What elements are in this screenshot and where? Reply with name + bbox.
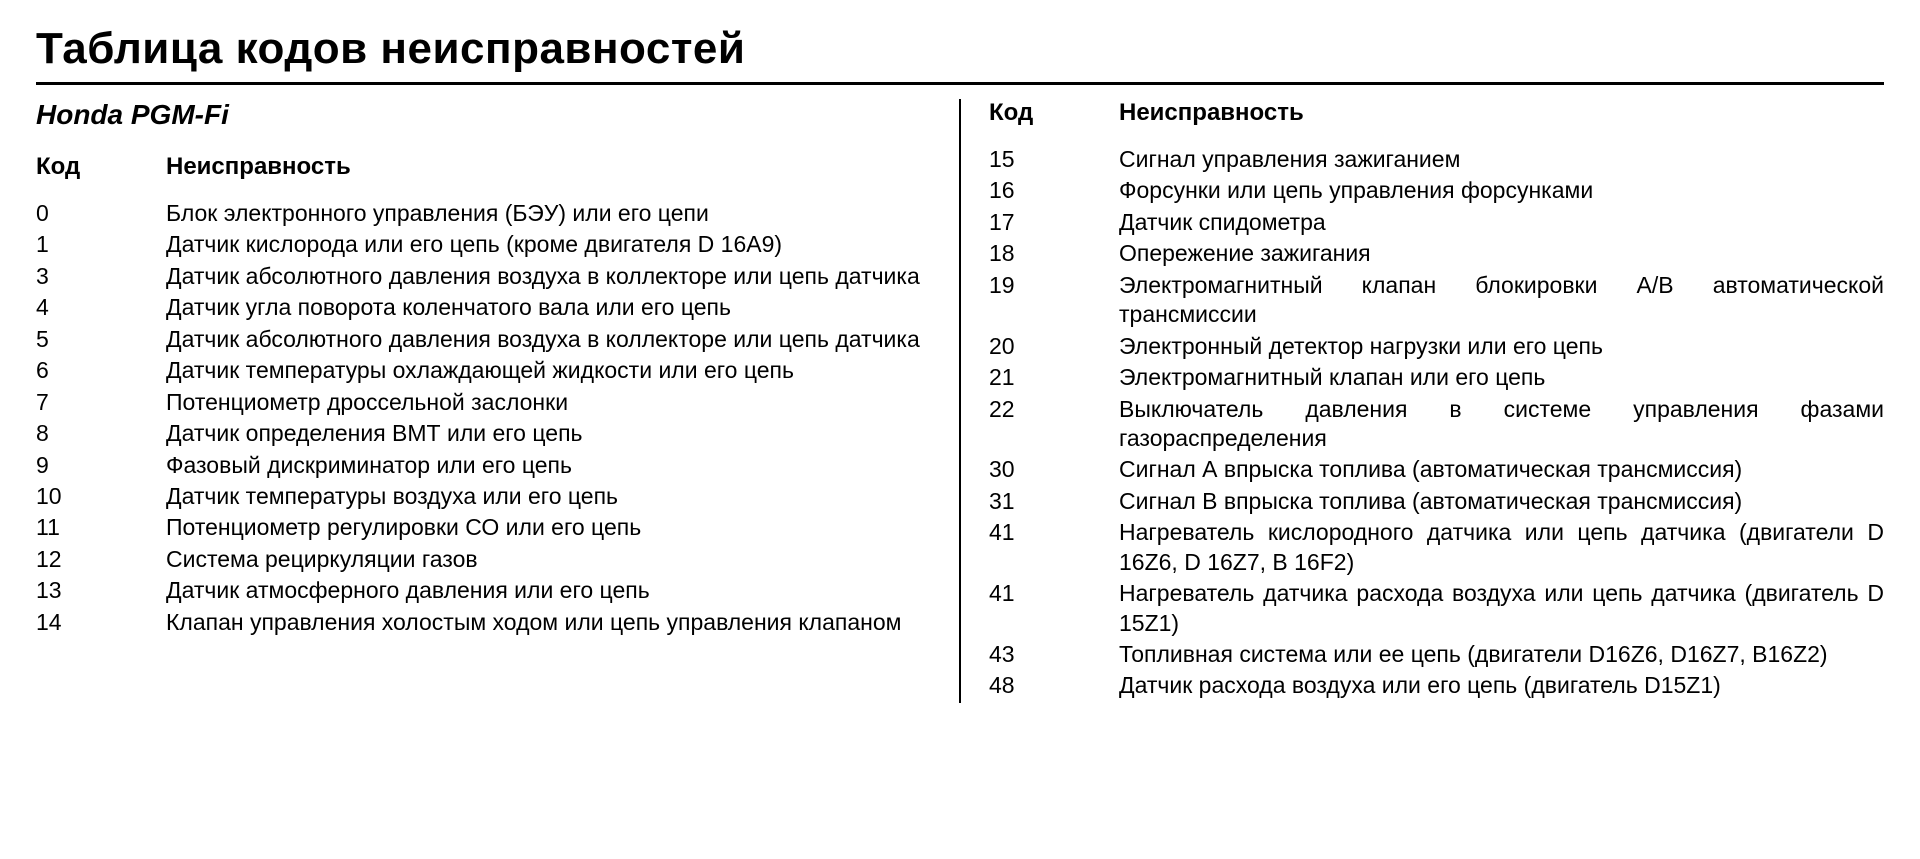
two-column-layout: Honda PGM-Fi Код Неисправность 0Блок эле… — [36, 99, 1884, 703]
fault-code: 0 — [36, 199, 166, 228]
table-row: 11Потенциометр регулировки СО или его це… — [36, 513, 931, 542]
table-row: 17Датчик спидометра — [989, 208, 1884, 237]
table-row: 7Потенциометр дроссельной заслонки — [36, 388, 931, 417]
table-row: 18Опережение зажигания — [989, 239, 1884, 268]
fault-description: Сигнал А впрыска топлива (автоматическая… — [1119, 455, 1884, 484]
section-subtitle: Honda PGM-Fi — [36, 99, 931, 131]
fault-code: 9 — [36, 451, 166, 480]
fault-code: 12 — [36, 545, 166, 574]
fault-description: Нагреватель датчика расхода воздуха или … — [1119, 579, 1884, 638]
left-entries-list: 0Блок электронного управления (БЭУ) или … — [36, 199, 931, 637]
fault-description: Потенциометр регулировки СО или его цепь — [166, 513, 931, 542]
table-row: 6Датчик температуры охлаждающей жидкости… — [36, 356, 931, 385]
table-row: 48Датчик расхода воздуха или его цепь (д… — [989, 671, 1884, 700]
fault-code: 3 — [36, 262, 166, 291]
fault-description: Датчик температуры охлаждающей жидкости … — [166, 356, 931, 385]
fault-code: 8 — [36, 419, 166, 448]
fault-code: 6 — [36, 356, 166, 385]
table-row: 15Сигнал управления зажиганием — [989, 145, 1884, 174]
right-column: Код Неисправность 15Сигнал управления за… — [961, 99, 1884, 703]
fault-code: 18 — [989, 239, 1119, 268]
table-row: 9Фазовый дискриминатор или его цепь — [36, 451, 931, 480]
header-code-label: Код — [36, 153, 166, 181]
fault-code: 48 — [989, 671, 1119, 700]
table-row: 3Датчик абсолютного давления воздуха в к… — [36, 262, 931, 291]
table-row: 21Электромагнитный клапан или его цепь — [989, 363, 1884, 392]
column-header-row-right: Код Неисправность — [989, 99, 1884, 127]
fault-code: 22 — [989, 395, 1119, 454]
table-row: 30Сигнал А впрыска топлива (автоматическ… — [989, 455, 1884, 484]
fault-code: 13 — [36, 576, 166, 605]
table-row: 10Датчик температуры воздуха или его цеп… — [36, 482, 931, 511]
fault-description: Датчик атмосферного давления или его цеп… — [166, 576, 931, 605]
fault-code: 30 — [989, 455, 1119, 484]
fault-description: Нагреватель кислородного датчика или цеп… — [1119, 518, 1884, 577]
fault-description: Датчик угла поворота коленчатого вала ил… — [166, 293, 931, 322]
fault-code: 4 — [36, 293, 166, 322]
right-entries-list: 15Сигнал управления зажиганием16Форсунки… — [989, 145, 1884, 701]
fault-description: Электромагнитный клапан блокировки А/В а… — [1119, 271, 1884, 330]
table-row: 8Датчик определения ВМТ или его цепь — [36, 419, 931, 448]
fault-code: 41 — [989, 518, 1119, 577]
header-fault-label: Неисправность — [1119, 99, 1884, 127]
fault-description: Потенциометр дроссельной заслонки — [166, 388, 931, 417]
fault-description: Фазовый дискриминатор или его цепь — [166, 451, 931, 480]
fault-code: 41 — [989, 579, 1119, 638]
fault-code: 17 — [989, 208, 1119, 237]
fault-code: 16 — [989, 176, 1119, 205]
fault-description: Сигнал В впрыска топлива (автоматическая… — [1119, 487, 1884, 516]
table-row: 12Система рециркуляции газов — [36, 545, 931, 574]
fault-code: 11 — [36, 513, 166, 542]
fault-code: 43 — [989, 640, 1119, 669]
table-row: 20Электронный детектор нагрузки или его … — [989, 332, 1884, 361]
fault-description: Топливная система или ее цепь (двигатели… — [1119, 640, 1884, 669]
fault-description: Датчик абсолютного давления воздуха в ко… — [166, 262, 931, 291]
fault-code: 19 — [989, 271, 1119, 330]
table-row: 43Топливная система или ее цепь (двигате… — [989, 640, 1884, 669]
table-row: 16Форсунки или цепь управления форсункам… — [989, 176, 1884, 205]
fault-description: Датчик определения ВМТ или его цепь — [166, 419, 931, 448]
table-row: 14Клапан управления холостым ходом или ц… — [36, 608, 931, 637]
fault-description: Форсунки или цепь управления форсунками — [1119, 176, 1884, 205]
table-row: 19Электромагнитный клапан блокировки А/В… — [989, 271, 1884, 330]
fault-description: Датчик кислорода или его цепь (кроме дви… — [166, 230, 931, 259]
fault-code: 21 — [989, 363, 1119, 392]
fault-description: Датчик спидометра — [1119, 208, 1884, 237]
table-row: 5Датчик абсолютного давления воздуха в к… — [36, 325, 931, 354]
table-row: 41Нагреватель датчика расхода воздуха ил… — [989, 579, 1884, 638]
fault-code: 15 — [989, 145, 1119, 174]
fault-code: 20 — [989, 332, 1119, 361]
fault-code: 7 — [36, 388, 166, 417]
fault-description: Датчик температуры воздуха или его цепь — [166, 482, 931, 511]
fault-description: Сигнал управления зажиганием — [1119, 145, 1884, 174]
fault-description: Блок электронного управления (БЭУ) или е… — [166, 199, 931, 228]
header-code-label: Код — [989, 99, 1119, 127]
table-row: 22Выключатель давления в системе управле… — [989, 395, 1884, 454]
fault-description: Электронный детектор нагрузки или его це… — [1119, 332, 1884, 361]
table-row: 13Датчик атмосферного давления или его ц… — [36, 576, 931, 605]
fault-code: 10 — [36, 482, 166, 511]
page-title: Таблица кодов неисправностей — [36, 24, 1884, 85]
table-row: 0Блок электронного управления (БЭУ) или … — [36, 199, 931, 228]
fault-description: Система рециркуляции газов — [166, 545, 931, 574]
fault-description: Электромагнитный клапан или его цепь — [1119, 363, 1884, 392]
column-header-row-left: Код Неисправность — [36, 153, 931, 181]
header-fault-label: Неисправность — [166, 153, 931, 181]
fault-description: Датчик расхода воздуха или его цепь (дви… — [1119, 671, 1884, 700]
left-column: Honda PGM-Fi Код Неисправность 0Блок эле… — [36, 99, 961, 703]
fault-description: Датчик абсолютного давления воздуха в ко… — [166, 325, 931, 354]
table-row: 1Датчик кислорода или его цепь (кроме дв… — [36, 230, 931, 259]
fault-code: 1 — [36, 230, 166, 259]
fault-code: 31 — [989, 487, 1119, 516]
table-row: 31Сигнал В впрыска топлива (автоматическ… — [989, 487, 1884, 516]
fault-description: Клапан управления холостым ходом или цеп… — [166, 608, 931, 637]
table-row: 41Нагреватель кислородного датчика или ц… — [989, 518, 1884, 577]
fault-description: Опережение зажигания — [1119, 239, 1884, 268]
fault-code: 5 — [36, 325, 166, 354]
table-row: 4Датчик угла поворота коленчатого вала и… — [36, 293, 931, 322]
fault-code: 14 — [36, 608, 166, 637]
fault-description: Выключатель давления в системе управлени… — [1119, 395, 1884, 454]
